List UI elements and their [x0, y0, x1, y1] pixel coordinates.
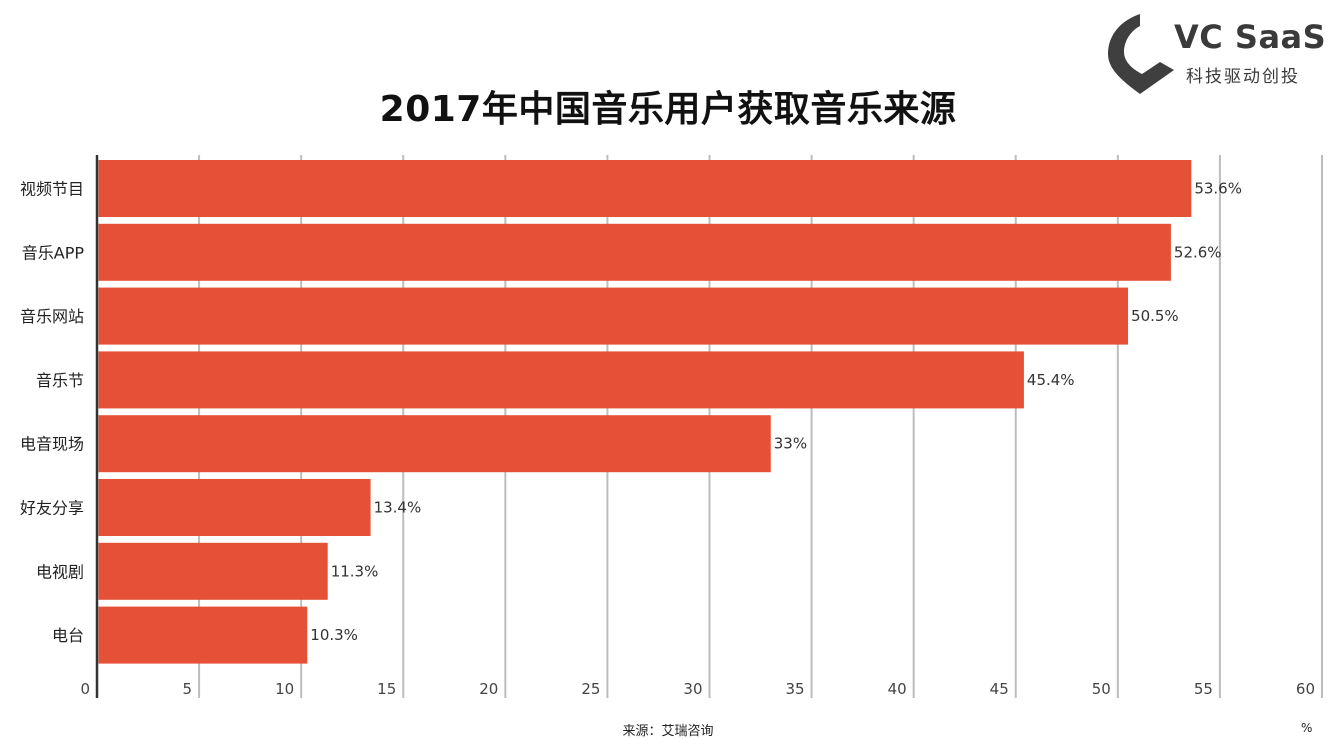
category-label: 好友分享	[20, 499, 84, 518]
bar	[98, 351, 1024, 409]
brand-logo-icon	[1108, 14, 1174, 94]
category-label: 音乐节	[36, 371, 84, 390]
bar-value-label: 11.3%	[331, 562, 379, 580]
bar	[98, 160, 1192, 217]
x-tick-label: 30	[683, 680, 702, 698]
bar-value-label: 13.4%	[374, 499, 422, 517]
axis-unit-label: %	[1301, 721, 1313, 735]
bar	[98, 415, 771, 473]
category-label: 电台	[52, 626, 84, 645]
x-tick-label: 15	[377, 680, 396, 698]
bar	[98, 606, 308, 664]
x-tick-label: 20	[479, 680, 498, 698]
x-tick-label: 50	[1092, 680, 1111, 698]
category-label: 视频节目	[20, 180, 84, 199]
x-tick-label: 25	[581, 680, 600, 698]
bar	[98, 542, 328, 600]
category-label: 音乐网站	[20, 307, 84, 326]
x-tick-label: 40	[888, 680, 907, 698]
x-tick-label: 35	[785, 680, 804, 698]
x-tick-label: 45	[990, 680, 1009, 698]
source-note: 来源：艾瑞咨询	[622, 724, 714, 739]
bar-value-label: 10.3%	[310, 626, 358, 644]
brand-logo: VC SaaS 科技驱动创投	[1104, 12, 1327, 96]
category-label: 音乐APP	[22, 243, 85, 262]
bar	[98, 287, 1129, 345]
bar-value-label: 33%	[774, 435, 807, 453]
bar-value-label: 52.6%	[1174, 243, 1222, 261]
bar-value-label: 53.6%	[1194, 180, 1242, 198]
chart-title: 2017年中国音乐用户获取音乐来源	[379, 89, 957, 130]
x-tick-label: 5	[183, 680, 193, 698]
bars	[98, 160, 1192, 664]
axes: 0 5 10 15 20 25 30 35 40 45 50 55 60 视频节目 53.6% 音乐APP 52…	[20, 155, 1315, 698]
category-label: 电视剧	[36, 562, 84, 581]
bar-value-label: 45.4%	[1027, 371, 1075, 389]
x-tick-label: 60	[1296, 680, 1315, 698]
category-label: 电音现场	[20, 435, 84, 454]
bar	[98, 223, 1171, 281]
bar	[98, 479, 371, 536]
bar-value-label: 50.5%	[1131, 307, 1179, 325]
brand-tagline: 科技驱动创投	[1186, 67, 1300, 87]
x-tick-label: 10	[275, 680, 294, 698]
brand-name: VC SaaS	[1174, 18, 1327, 56]
x-tick-label: 55	[1194, 680, 1213, 698]
x-tick-label: 0	[80, 680, 90, 698]
